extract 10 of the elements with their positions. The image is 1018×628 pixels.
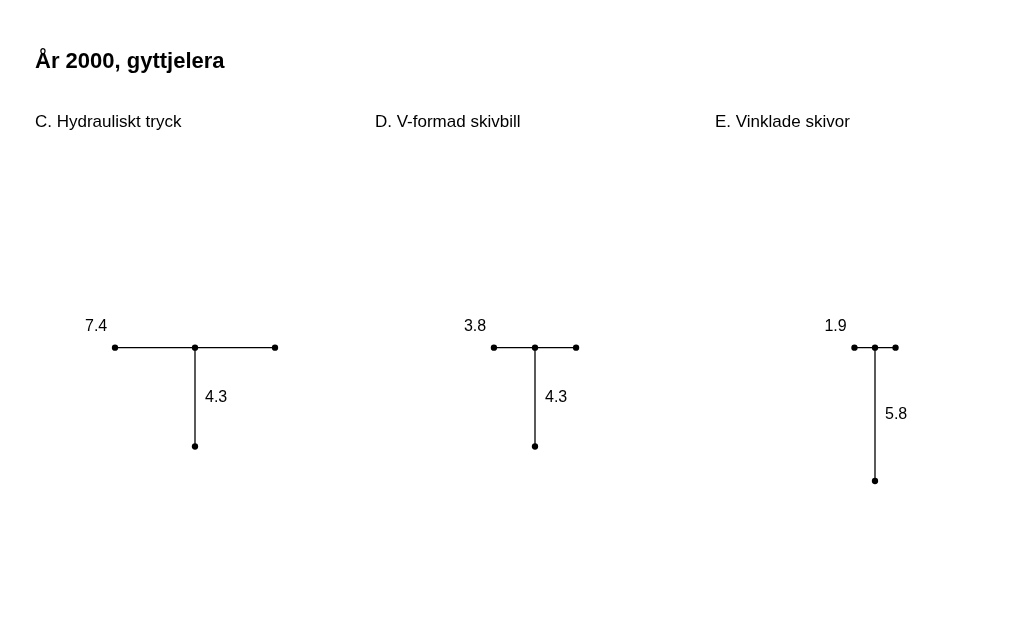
text: E. Vinklade skivor bbox=[715, 112, 851, 131]
data-label: 1.9 bbox=[824, 316, 847, 334]
data-label: 3.8 bbox=[463, 316, 487, 334]
text: År 2000, gyttjelera bbox=[35, 47, 226, 73]
data-label: 7.4 bbox=[85, 316, 108, 334]
text: D. V-formad skivbill bbox=[375, 112, 521, 131]
data-label: 4.3 bbox=[205, 388, 228, 406]
data-label: 4.3 bbox=[545, 388, 568, 406]
text: C. Hydrauliskt tryck bbox=[35, 112, 182, 131]
data-label: 5.8 bbox=[885, 405, 908, 423]
